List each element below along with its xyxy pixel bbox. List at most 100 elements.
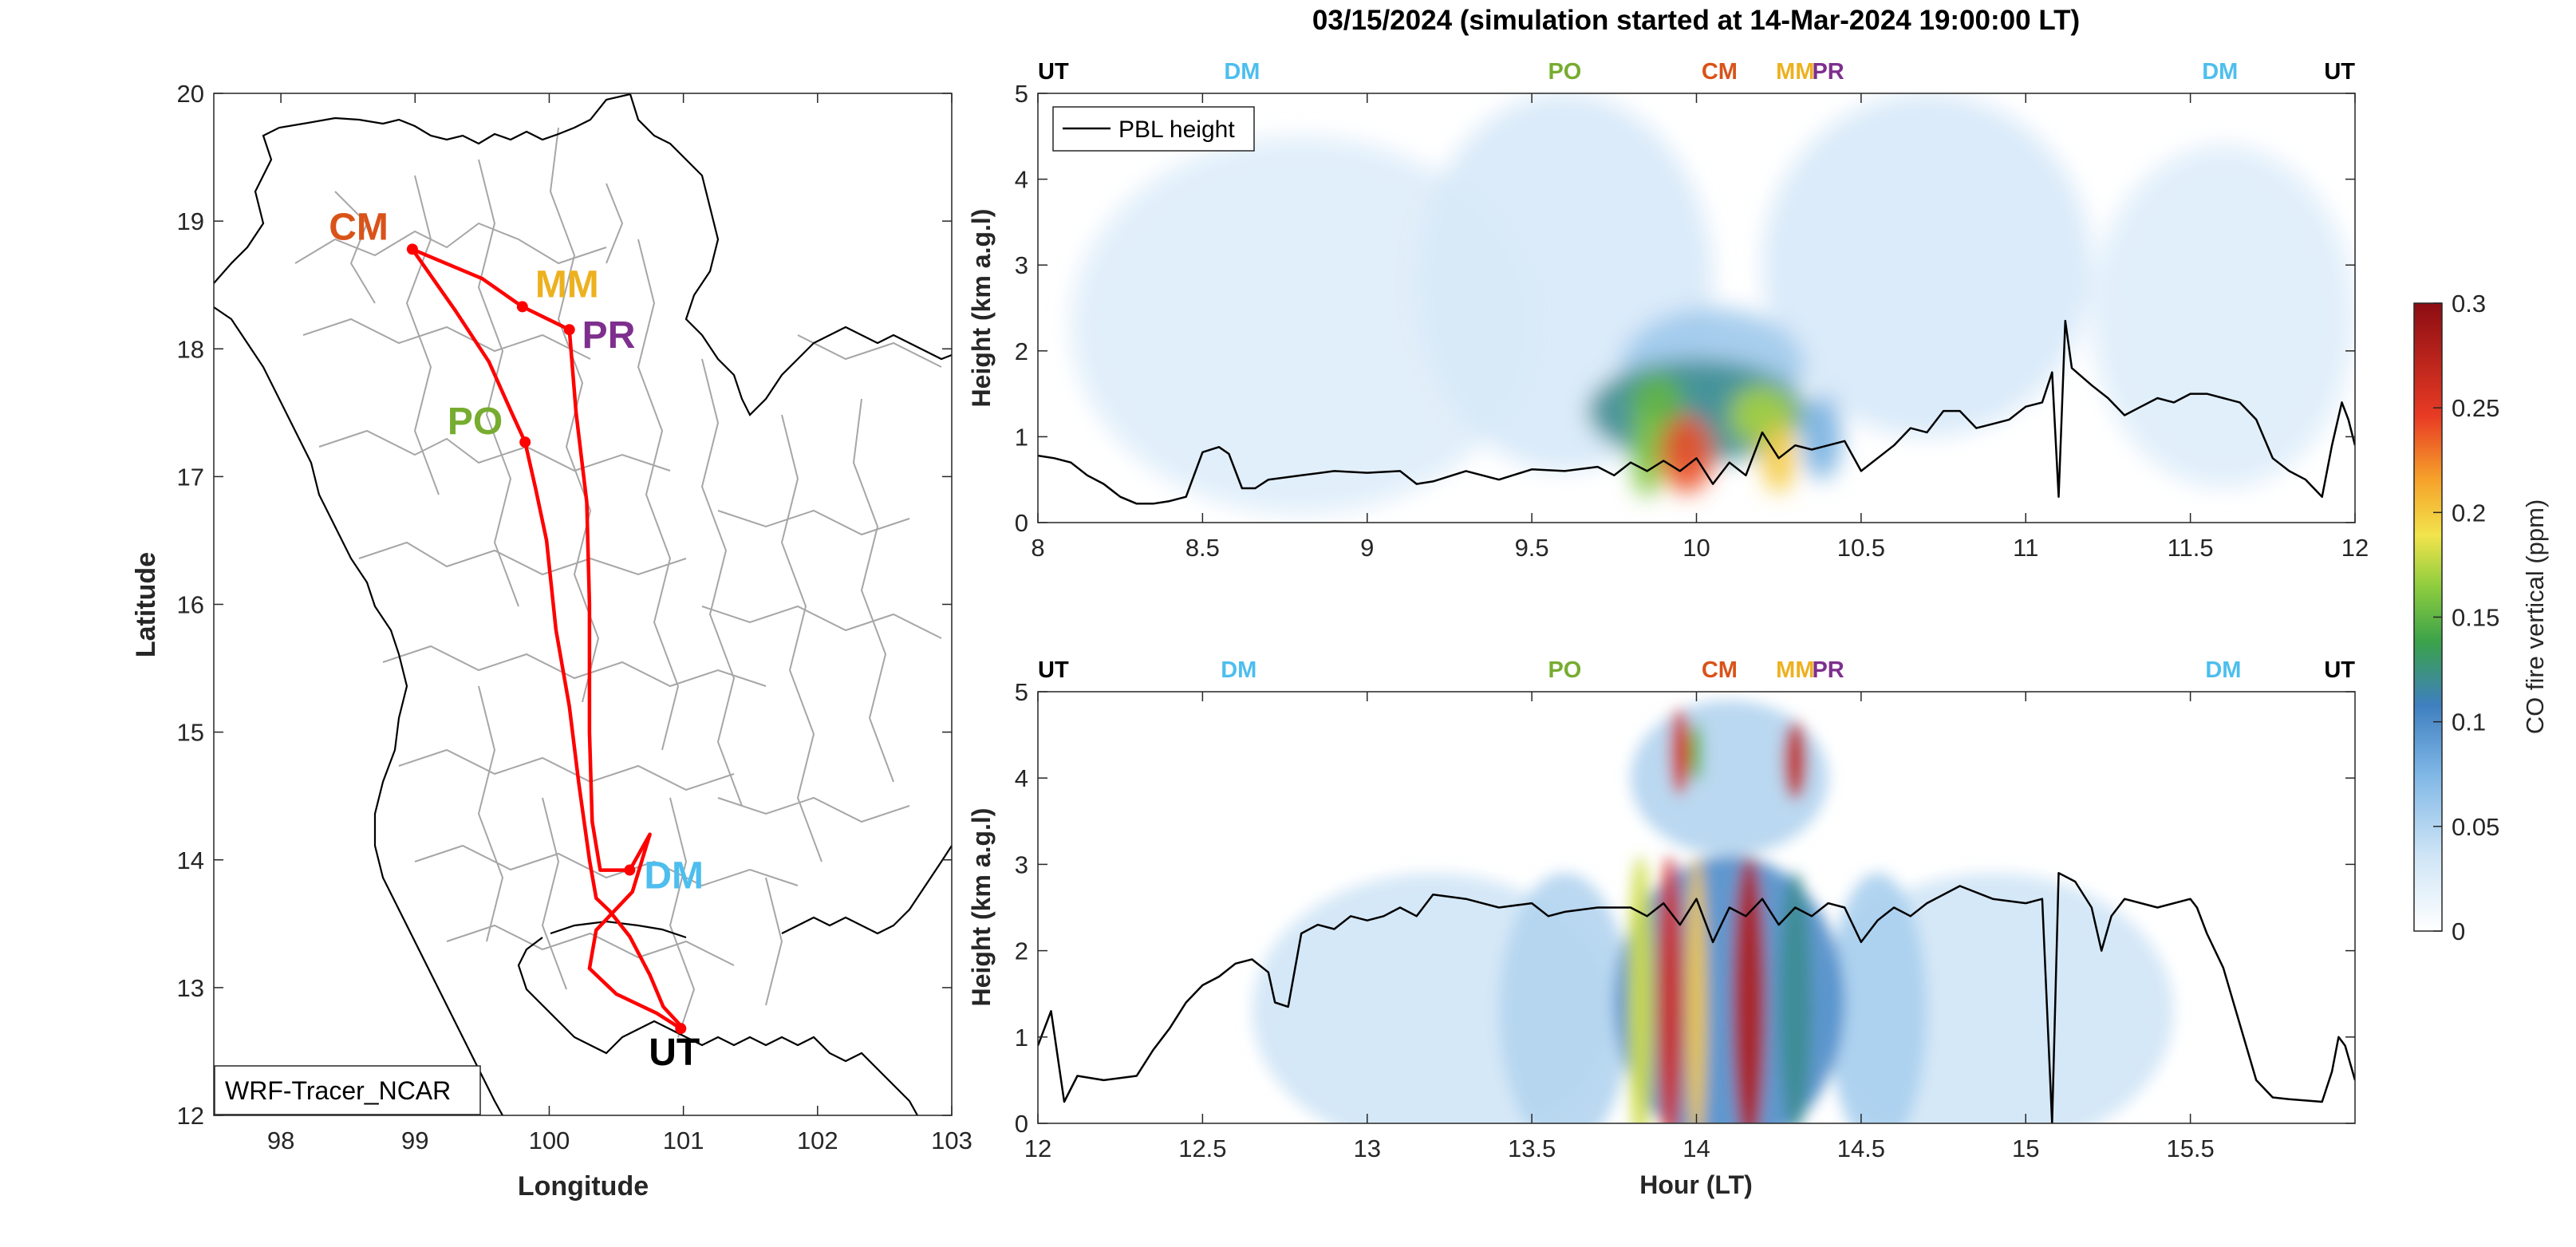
province-borders <box>294 127 942 1038</box>
concentration-blob <box>2091 144 2355 488</box>
curtain-site-label-po: PO <box>1548 59 1581 85</box>
site-label-mm: MM <box>535 263 599 306</box>
y-tick-label: 13 <box>177 974 204 1002</box>
colorbar: 0 0.05 0.1 0.15 0.2 0.25 0.3 CO fire vertical … <box>2413 290 2549 945</box>
y-tick-label: 0 <box>1015 509 1028 537</box>
x-tick-label: 98 <box>267 1127 294 1154</box>
colorbar-ticks: 0 0.05 0.1 0.15 0.2 0.25 0.3 <box>2433 290 2499 945</box>
x-tick-label: 100 <box>529 1127 570 1154</box>
curtain-lower-x-axis-label: Hour (LT) <box>1639 1170 1753 1199</box>
curtain-site-label-cm: CM <box>1702 657 1738 683</box>
site-point-mm <box>516 301 528 313</box>
colorbar-tick-label: 0.1 <box>2452 708 2486 736</box>
concentration-blob <box>1630 411 1664 497</box>
x-tick-label: 103 <box>931 1127 972 1154</box>
figure-title: 03/15/2024 (simulation started at 14-Mar… <box>1312 5 2080 36</box>
site-point-po <box>519 436 531 448</box>
curtain-lower-field <box>1252 700 2174 1123</box>
colorbar-tick-label: 0.05 <box>2452 813 2499 841</box>
curtain-site-label-po: PO <box>1548 657 1581 683</box>
colorbar-tick-label: 0.25 <box>2452 394 2499 422</box>
concentration-blob <box>1670 708 1690 795</box>
y-tick-label: 16 <box>177 591 204 619</box>
y-tick-label: 19 <box>177 207 204 235</box>
concentration-blob <box>1778 873 1812 1123</box>
x-tick-label: 10.5 <box>1837 534 1885 562</box>
y-tick-label: 2 <box>1015 337 1028 365</box>
y-tick-label: 3 <box>1015 251 1028 279</box>
colorbar-label: CO fire vertical (ppm) <box>2521 499 2549 735</box>
y-tick-label: 18 <box>177 335 204 363</box>
colorbar-tick-label: 0.3 <box>2452 290 2486 318</box>
concentration-blob <box>1828 873 1927 1123</box>
concentration-blob <box>1762 93 2092 437</box>
concentration-blob <box>1498 873 1631 1123</box>
map-panel: CM MM PR PO DM UT 98 99 100 101 102 103 12 13 14 15 16 1… <box>131 80 972 1202</box>
curtain-site-label-dm: DM <box>2202 59 2238 85</box>
x-tick-label: 8 <box>1031 534 1044 562</box>
curtain-site-label-cm: CM <box>1702 59 1738 85</box>
curtain-site-label-dm: DM <box>2205 657 2241 683</box>
x-tick-label: 101 <box>663 1127 704 1154</box>
curtain-site-label-pr: PR <box>1812 59 1844 85</box>
site-label-ut: UT <box>649 1032 700 1074</box>
x-tick-label: 12 <box>2341 534 2369 562</box>
curtain-upper-legend-label: PBL height <box>1118 116 1235 143</box>
x-tick-label: 8.5 <box>1185 534 1220 562</box>
site-point-pr <box>563 324 575 336</box>
x-tick-label: 14.5 <box>1837 1135 1885 1162</box>
curtain-site-label-mm: MM <box>1776 59 1814 85</box>
site-point-cm <box>406 243 418 255</box>
map-y-axis-label: Latitude <box>131 552 161 657</box>
x-tick-label: 9 <box>1360 534 1374 562</box>
curtain-site-label-mm: MM <box>1776 657 1814 683</box>
x-tick-label: 13 <box>1354 1135 1381 1162</box>
x-tick-label: 10 <box>1682 534 1710 562</box>
concentration-blob <box>1783 721 1807 800</box>
site-label-po: PO <box>448 401 503 443</box>
route-line <box>410 247 685 1031</box>
x-tick-label: 15 <box>2012 1135 2039 1162</box>
map-plot-area <box>214 93 952 1115</box>
x-tick-label: 99 <box>401 1127 428 1154</box>
map-legend-box <box>214 1065 481 1115</box>
curtain-upper-pbl-line <box>1038 319 2355 505</box>
site-label-pr: PR <box>582 314 636 357</box>
curtain-site-label-ut: UT <box>2324 657 2355 683</box>
concentration-blob <box>1656 855 1683 1123</box>
site-markers: CM MM PR PO DM UT <box>329 206 704 1074</box>
x-tick-label: 102 <box>797 1127 838 1154</box>
concentration-blob <box>1071 136 1533 515</box>
x-tick-label: 14 <box>1682 1135 1710 1162</box>
x-tick-label: 9.5 <box>1515 534 1549 562</box>
y-tick-label: 12 <box>177 1102 204 1130</box>
concentration-blob <box>1690 721 1703 783</box>
y-tick-label: 0 <box>1015 1110 1028 1138</box>
y-tick-label: 5 <box>1015 678 1028 706</box>
y-tick-label: 4 <box>1015 166 1028 194</box>
curtain-upper-legend: PBL height <box>1052 106 1255 152</box>
y-tick-label: 5 <box>1015 80 1028 108</box>
curtain-site-label-ut: UT <box>1038 657 1069 683</box>
curtain-upper-field <box>1071 93 2355 515</box>
concentration-blob <box>1732 855 1766 1123</box>
map-legend-label: WRF-Tracer_NCAR <box>225 1076 451 1105</box>
colorbar-tick-label: 0.15 <box>2452 604 2499 632</box>
curtain-site-label-dm: DM <box>1221 657 1256 683</box>
y-tick-label: 14 <box>177 846 204 874</box>
y-tick-label: 4 <box>1015 764 1028 792</box>
curtain-site-label-pr: PR <box>1812 657 1844 683</box>
site-point-dm <box>624 864 636 876</box>
y-tick-label: 1 <box>1015 1024 1028 1052</box>
concentration-blob <box>1801 393 1842 480</box>
y-tick-label: 15 <box>177 719 204 747</box>
y-tick-label: 2 <box>1015 937 1028 965</box>
x-tick-label: 12 <box>1024 1135 1051 1162</box>
curtain-site-label-ut: UT <box>2324 59 2355 85</box>
site-label-dm: DM <box>644 855 704 898</box>
